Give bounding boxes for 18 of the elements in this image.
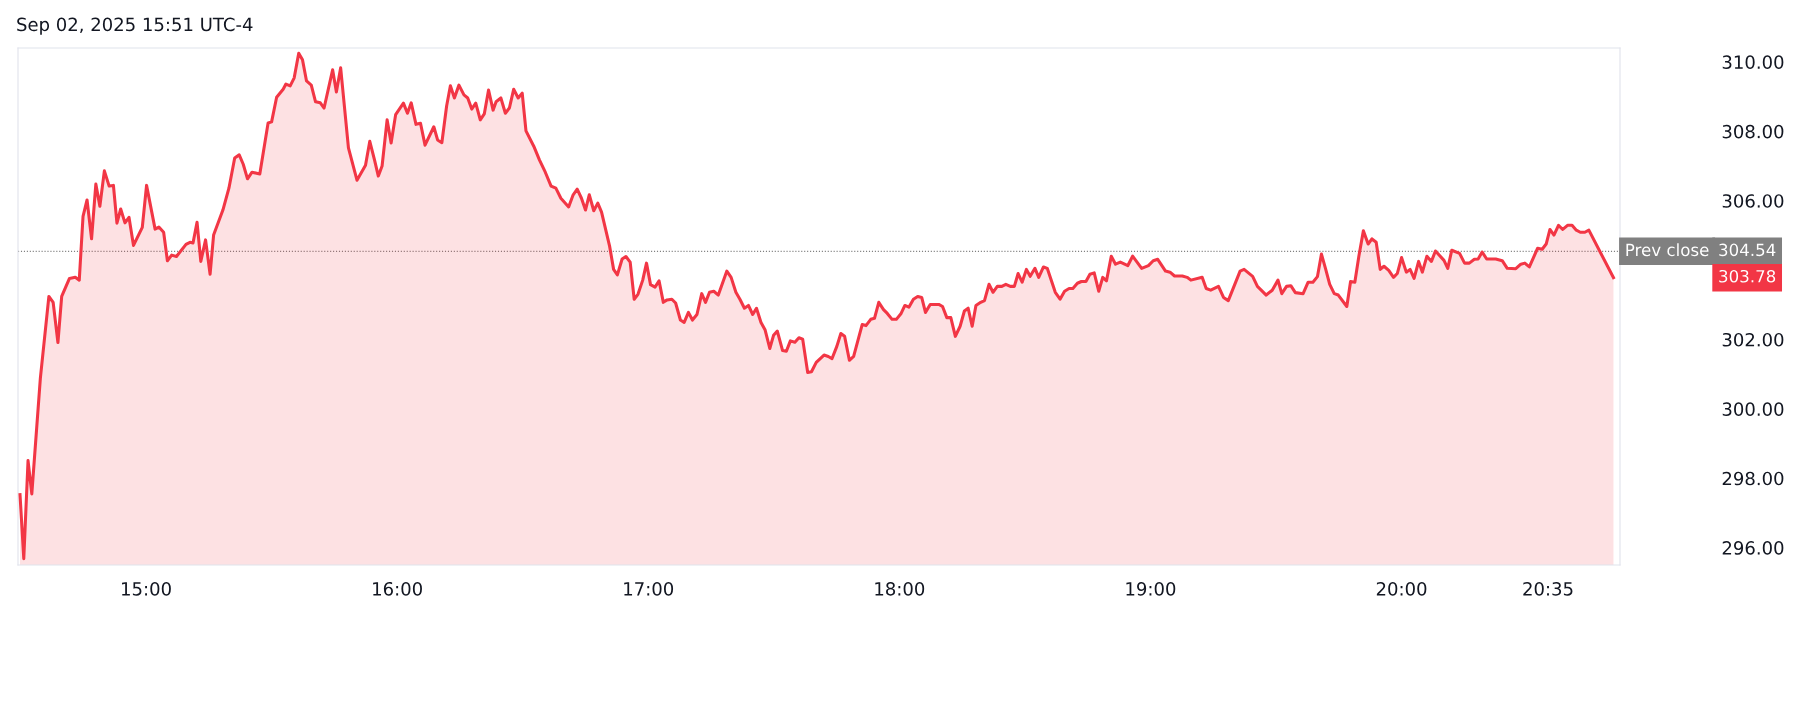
text: Sep 02, 2025 15:51 UTC-4 [17, 17, 253, 35]
x-tick-label: 18:00 [875, 581, 925, 596]
x-tick-label: 20:35 [1523, 581, 1573, 596]
x-tick-label: 15:00 [122, 581, 171, 596]
y-tick-label: 308.00 [1722, 124, 1784, 139]
y-tick-label: 306.00 [1722, 194, 1784, 208]
y-tick-label: 310.00 [1722, 55, 1784, 69]
ref-line-label: Prev close [1626, 243, 1709, 257]
x-tick-label: 20:00 [1376, 581, 1427, 596]
text: 304.54 [1719, 243, 1776, 257]
x-tick-label: 17:00 [624, 581, 674, 596]
x-tick-label: 19:00 [1126, 581, 1176, 596]
y-tick-label: 302.00 [1722, 332, 1784, 347]
y-tick-label: 298.00 [1722, 471, 1784, 486]
text: 303.78 [1719, 269, 1776, 283]
y-tick-label: 296.00 [1722, 541, 1784, 555]
y-tick-label: 300.00 [1722, 402, 1784, 416]
x-tick-label: 16:00 [373, 581, 422, 596]
